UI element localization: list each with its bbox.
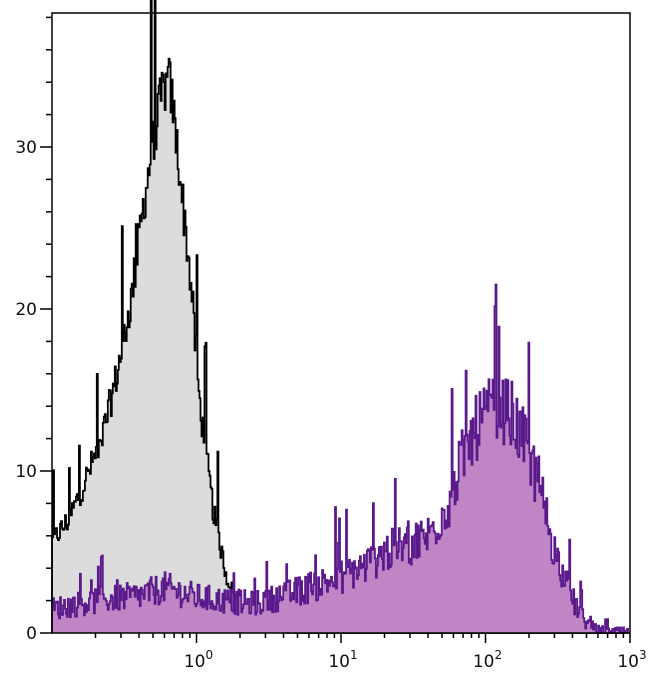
x-axis: 100 101 102 103 (94, 633, 647, 672)
series-layer (51, 0, 630, 634)
y-tick-label: 0 (26, 624, 37, 644)
y-tick-label: 20 (15, 300, 37, 320)
x-tick-label: 102 (473, 648, 502, 672)
x-tick-label: 103 (617, 648, 646, 672)
x-tick-label: 101 (328, 648, 357, 672)
y-tick-label: 30 (15, 138, 37, 158)
series-fill (52, 284, 630, 633)
x-tick-label: 100 (184, 648, 213, 672)
series-fill (52, 0, 630, 633)
y-axis: 0 10 20 30 (15, 16, 52, 644)
series-outline (51, 283, 630, 634)
series-stained (51, 283, 630, 634)
y-tick-label: 10 (15, 462, 37, 482)
